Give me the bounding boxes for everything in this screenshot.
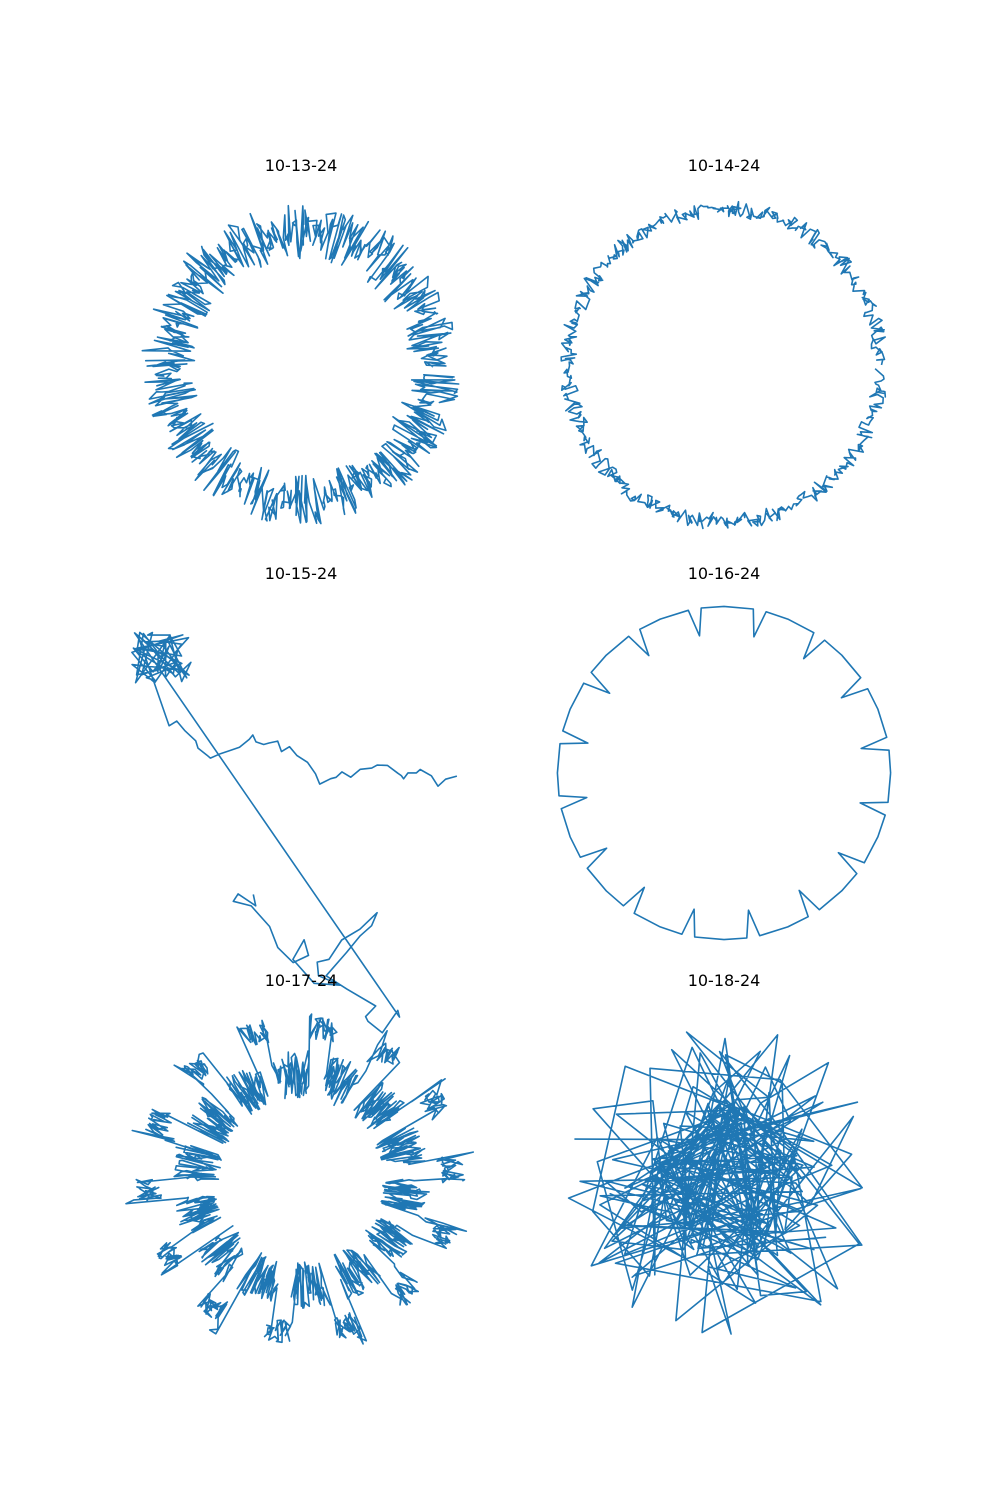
subplot-1: 10-13-24 [111, 157, 491, 555]
series-line [131, 631, 458, 1034]
series-line [556, 605, 892, 941]
series-line [560, 200, 887, 530]
subplot-title: 10-16-24 [687, 564, 761, 583]
plot-area [556, 605, 892, 941]
subplot-3: 10-15-24 [111, 565, 491, 1034]
subplot-title: 10-15-24 [264, 564, 338, 583]
subplot-title: 10-14-24 [687, 156, 761, 175]
plot-area [567, 1031, 863, 1335]
plot-area [141, 204, 460, 525]
subplot-title: 10-18-24 [687, 971, 761, 990]
subplot-2: 10-14-24 [534, 157, 914, 555]
subplot-6: 10-18-24 [534, 972, 914, 1370]
plot-area [560, 200, 887, 530]
subplot-title: 10-13-24 [264, 156, 338, 175]
series-line [567, 1031, 863, 1335]
series-line [141, 204, 460, 525]
plot-area [131, 631, 458, 1034]
subplot-title: 10-17-24 [264, 971, 338, 990]
plot-area [125, 1013, 474, 1345]
subplot-4: 10-16-24 [534, 565, 914, 963]
subplot-5: 10-17-24 [111, 972, 491, 1370]
series-line [125, 1013, 474, 1345]
